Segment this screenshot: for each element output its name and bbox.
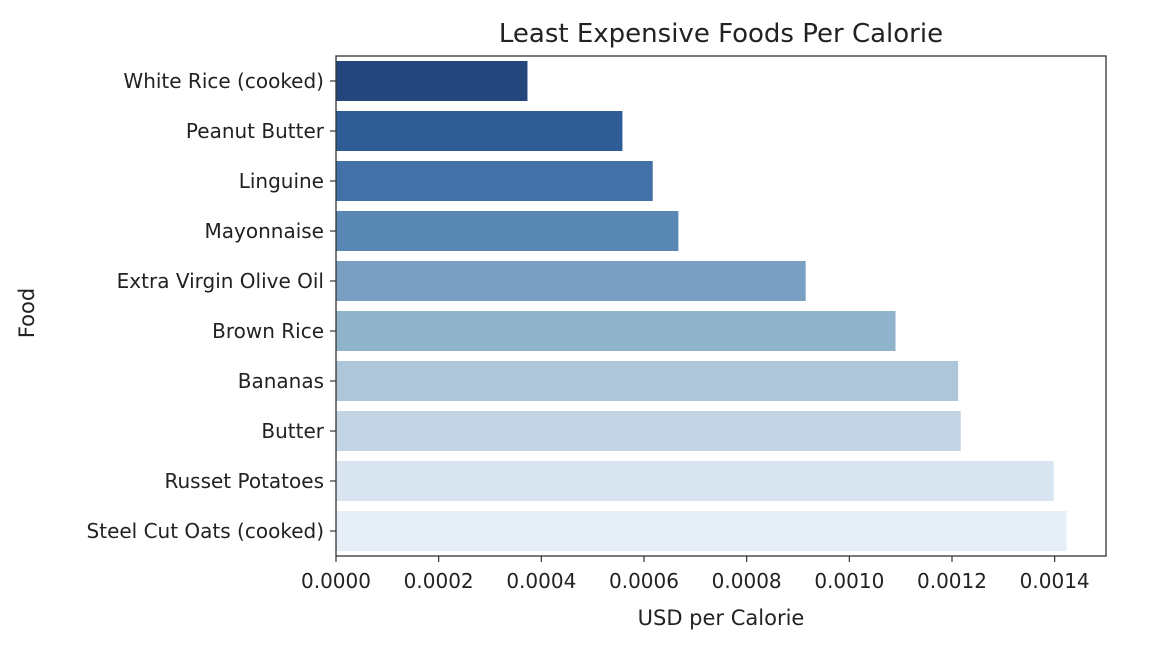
bar [336,61,528,101]
x-tick-label: 0.0002 [404,569,474,593]
y-tick-label: White Rice (cooked) [123,69,324,93]
bar [336,161,653,201]
bar [336,511,1067,551]
chart-title: Least Expensive Foods Per Calorie [499,19,943,49]
y-tick-label: Extra Virgin Olive Oil [117,269,324,293]
y-tick-label: Russet Potatoes [164,469,324,493]
x-tick-label: 0.0012 [917,569,987,593]
y-axis-label: Food [15,288,39,338]
y-tick-label: Linguine [239,169,324,193]
bar [336,111,623,151]
y-tick-label: Mayonnaise [205,219,324,243]
plot-frame [335,55,1107,557]
x-tick-label: 0.0014 [1020,569,1090,593]
bar [336,461,1054,501]
x-tick-label: 0.0004 [506,569,576,593]
y-tick-label: Bananas [238,369,324,393]
x-tick-label: 0.0000 [301,569,371,593]
bar [336,211,679,251]
bar [336,311,896,351]
x-tick-label: 0.0010 [814,569,884,593]
y-tick-label: Steel Cut Oats (cooked) [87,519,324,543]
bar [336,261,806,301]
x-tick-label: 0.0008 [712,569,782,593]
bar [336,411,961,451]
bar [336,361,959,401]
bars-layer [336,61,1067,551]
x-axis-ticks: 0.0000 0.0002 0.0004 0.0006 0.0008 0.0010 0.00… [301,556,1090,593]
y-axis-ticks: White Rice (cooked) Peanut Butter Linguine… [87,69,336,543]
y-tick-label: Brown Rice [212,319,324,343]
x-axis-label: USD per Calorie [638,606,805,630]
x-tick-label: 0.0006 [609,569,679,593]
y-tick-label: Peanut Butter [186,119,325,143]
y-tick-label: Butter [261,419,324,443]
